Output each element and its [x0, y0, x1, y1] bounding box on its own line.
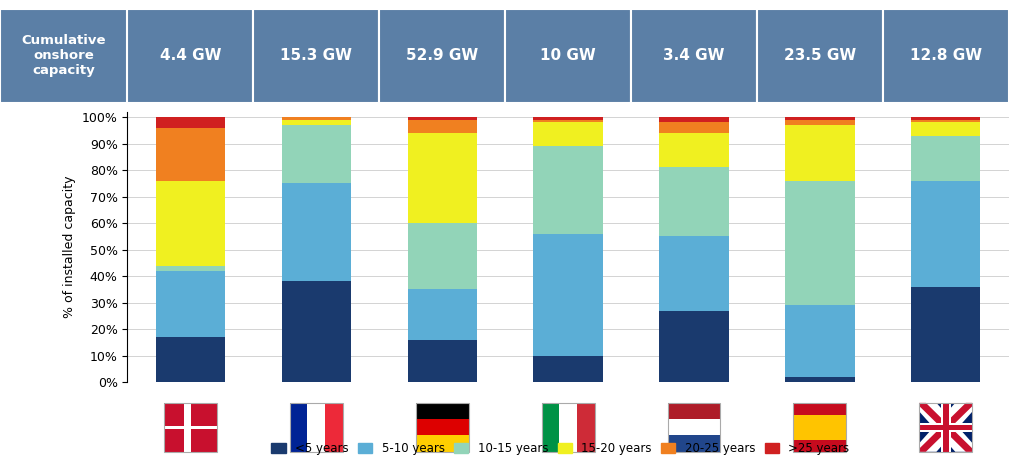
Bar [408, 120, 477, 133]
Bar [534, 123, 602, 146]
Bar [164, 403, 217, 452]
Bar [786, 181, 855, 305]
Polygon shape [919, 403, 972, 452]
Text: 3.4 GW: 3.4 GW [663, 48, 725, 63]
Bar [379, 9, 505, 103]
Bar [631, 9, 757, 103]
Bar [534, 120, 602, 123]
Text: 23.5 GW: 23.5 GW [784, 48, 856, 63]
Bar [794, 403, 847, 415]
Bar [919, 425, 972, 430]
Bar [577, 403, 594, 452]
Bar [542, 403, 594, 452]
Bar [156, 117, 225, 128]
Text: 15.3 GW: 15.3 GW [280, 48, 353, 63]
Bar [757, 9, 882, 103]
Bar [786, 125, 855, 181]
Bar [408, 133, 477, 223]
Bar [156, 271, 225, 337]
Bar [786, 117, 855, 120]
Bar [659, 236, 729, 310]
Bar [919, 403, 972, 452]
Bar [156, 128, 225, 181]
Bar [408, 223, 477, 289]
Bar [534, 356, 602, 382]
Bar [416, 403, 469, 452]
Bar [911, 123, 980, 136]
Bar [786, 120, 855, 125]
Bar [408, 340, 477, 382]
Bar [911, 287, 980, 382]
Bar [542, 403, 559, 452]
Bar [534, 117, 602, 120]
Bar [659, 117, 729, 123]
Bar [911, 136, 980, 181]
Polygon shape [919, 403, 972, 452]
Bar [911, 117, 980, 120]
Bar [505, 9, 631, 103]
Bar [794, 403, 847, 452]
Bar [281, 184, 351, 281]
Bar [308, 403, 325, 452]
Bar [281, 117, 351, 120]
Bar [281, 281, 351, 382]
Bar [667, 403, 720, 419]
Y-axis label: % of installed capacity: % of installed capacity [63, 176, 76, 318]
Bar [416, 403, 469, 419]
Bar [786, 377, 855, 382]
Polygon shape [919, 403, 972, 452]
Text: Cumulative
onshore
capacity: Cumulative onshore capacity [21, 34, 106, 77]
Bar [156, 181, 225, 266]
Bar [325, 403, 342, 452]
Bar [408, 117, 477, 120]
Bar [919, 423, 972, 432]
Bar [254, 9, 379, 103]
Bar [184, 403, 191, 452]
Bar [659, 167, 729, 236]
Bar [667, 419, 720, 435]
Bar [659, 310, 729, 382]
Text: 12.8 GW: 12.8 GW [910, 48, 982, 63]
Bar [943, 403, 949, 452]
Bar [281, 120, 351, 125]
Bar [281, 125, 351, 184]
Polygon shape [919, 403, 972, 452]
Bar [534, 146, 602, 234]
Bar [942, 403, 951, 452]
Bar [156, 337, 225, 382]
Bar [794, 415, 847, 439]
Bar [408, 289, 477, 340]
Bar [289, 403, 342, 452]
Bar [127, 9, 254, 103]
Legend: <5 years, 5-10 years, 10-15 years, 15-20 years, 20-25 years, >25 years: <5 years, 5-10 years, 10-15 years, 15-20… [267, 438, 854, 460]
Bar [164, 403, 217, 452]
Bar [289, 403, 308, 452]
Bar [416, 435, 469, 452]
Bar [659, 133, 729, 167]
Text: 10 GW: 10 GW [540, 48, 596, 63]
Text: 4.4 GW: 4.4 GW [160, 48, 221, 63]
Bar [534, 234, 602, 356]
Bar [659, 123, 729, 133]
Bar [667, 403, 720, 452]
Bar [911, 120, 980, 123]
Bar [559, 403, 577, 452]
Bar [882, 9, 1009, 103]
Bar [667, 435, 720, 452]
Text: 52.9 GW: 52.9 GW [406, 48, 478, 63]
Bar [416, 419, 469, 435]
Bar [919, 403, 972, 452]
Bar [794, 439, 847, 452]
Bar [164, 425, 217, 429]
Bar [786, 305, 855, 377]
Bar [911, 181, 980, 287]
Bar [156, 266, 225, 271]
